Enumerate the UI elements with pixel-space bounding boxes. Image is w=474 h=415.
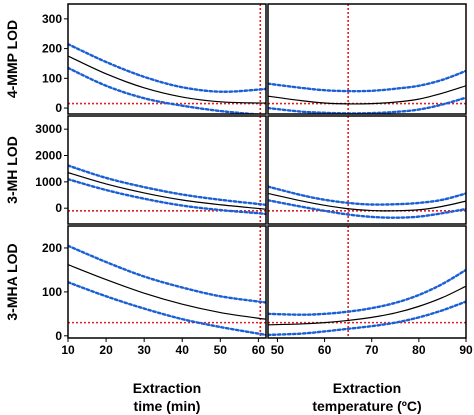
x-axis-title-time-line2: time (min) (134, 398, 201, 414)
y-tick-label: 100 (42, 71, 62, 85)
fit-curve (268, 285, 466, 326)
x-tick-label: 50 (214, 343, 228, 357)
panel-4mmp-time (68, 4, 266, 114)
fit-curve (268, 85, 466, 105)
confidence-lower-curve (68, 66, 265, 114)
x-tick-label: 10 (61, 343, 75, 357)
panel-layer (67, 3, 467, 339)
fit-curve (68, 172, 266, 210)
confidence-upper-curve (268, 185, 466, 206)
y-tick-label: 200 (42, 241, 62, 255)
x-axis-title-time: Extraction (133, 380, 201, 396)
y-tick-label: 2000 (35, 149, 62, 163)
x-tick-label: 60 (318, 343, 332, 357)
panel-frame (67, 3, 267, 115)
x-tick-label: 20 (99, 343, 113, 357)
panel-3mh-time (68, 116, 266, 224)
x-tick-label: 40 (176, 343, 190, 357)
confidence-lower-curve (68, 178, 266, 216)
x-tick-label: 70 (365, 343, 379, 357)
y-tick-label: 0 (55, 101, 62, 115)
panel-frame (67, 225, 267, 339)
y-tick-label: 300 (42, 12, 62, 26)
row-label-3mha: 3-MHA LOD (4, 243, 20, 320)
panel-4mmp-temperature (268, 4, 466, 114)
x-tick-label: 90 (459, 343, 473, 357)
fit-curve (68, 55, 266, 104)
y-tick-label: 3000 (35, 122, 62, 136)
x-tick-label: 60 (252, 343, 266, 357)
x-axis-title-temperature: Extraction (333, 380, 401, 396)
confidence-upper-curve (268, 268, 466, 316)
confidence-upper-curve (68, 164, 266, 206)
confidence-lower-curve (268, 96, 466, 114)
x-axis-title-temperature-line2: temperature (ºC) (312, 398, 421, 414)
x-tick-label: 30 (137, 343, 151, 357)
panel-frame (267, 115, 467, 225)
fit-curve (68, 264, 266, 320)
fit-curve (268, 192, 466, 212)
y-tick-label: 1000 (35, 175, 62, 189)
panel-frame (267, 225, 467, 339)
y-tick-label: 100 (42, 285, 62, 299)
y-tick-label: 200 (42, 42, 62, 56)
x-tick-label: 50 (271, 343, 285, 357)
confidence-upper-curve (68, 42, 266, 93)
row-label-3mh: 3-MH LOD (4, 136, 20, 204)
panel-3mha-temperature (268, 226, 466, 338)
x-tick-label: 80 (412, 343, 426, 357)
confidence-lower-curve (68, 281, 266, 337)
confidence-upper-curve (68, 244, 266, 304)
row-label-4mmp: 4-MMP LOD (4, 20, 20, 98)
confidence-lower-curve (268, 300, 466, 337)
panel-3mh-temperature (268, 116, 466, 224)
y-tick-label: 0 (55, 201, 62, 215)
y-tick-label: 0 (55, 329, 62, 343)
panel-frame (67, 115, 267, 225)
confidence-upper-curve (268, 69, 466, 93)
panel-frame (267, 3, 467, 115)
panel-3mha-time (68, 226, 266, 338)
confidence-lower-curve (268, 199, 466, 219)
